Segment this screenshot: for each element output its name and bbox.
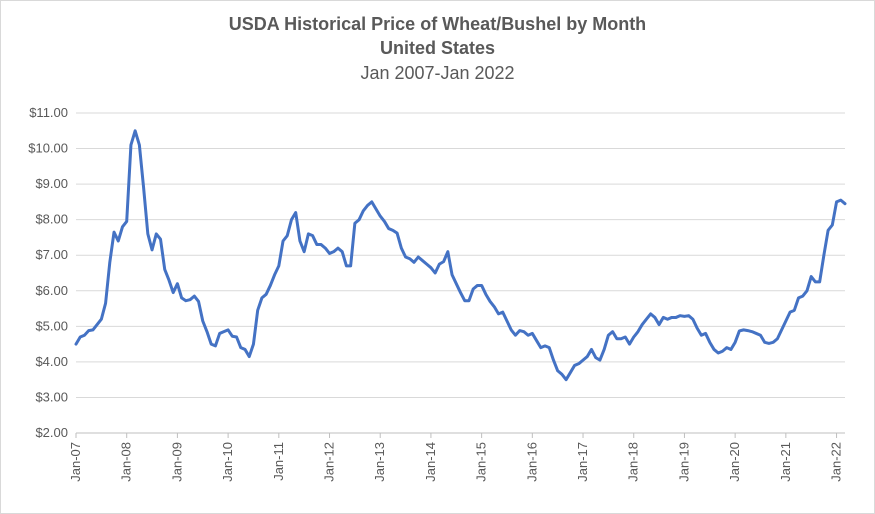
x-tick-label: Jan-15 (474, 442, 489, 482)
y-tick-label: $11.00 (29, 105, 68, 120)
x-tick-label: Jan-19 (676, 442, 691, 482)
x-tick-label: Jan-10 (220, 442, 235, 482)
x-tick-label: Jan-21 (778, 442, 793, 482)
y-tick-label: $9.00 (35, 176, 68, 191)
chart-date-range: Jan 2007-Jan 2022 (360, 63, 515, 83)
y-tick-label: $2.00 (35, 425, 68, 440)
x-tick-label: Jan-18 (626, 442, 641, 482)
x-tick-label: Jan-22 (829, 442, 844, 482)
x-tick-label: Jan-11 (271, 442, 286, 481)
title-block: USDA Historical Price of Wheat/Bushel by… (0, 12, 875, 86)
x-tick-label: Jan-20 (727, 442, 742, 482)
y-tick-label: $7.00 (35, 247, 68, 262)
y-tick-label: $6.00 (35, 283, 68, 298)
x-tick-label: Jan-08 (119, 442, 134, 482)
y-tick-label: $8.00 (35, 212, 68, 227)
x-tick-label: Jan-07 (68, 442, 83, 482)
chart-subtitle: United States (379, 38, 496, 58)
x-tick-label: Jan-17 (575, 442, 590, 482)
y-tick-label: $3.00 (35, 389, 68, 404)
x-tick-label: Jan-16 (524, 442, 539, 482)
y-tick-label: $10.00 (28, 141, 68, 156)
x-tick-label: Jan-13 (372, 442, 387, 482)
x-tick-label: Jan-09 (169, 442, 184, 482)
chart-title: USDA Historical Price of Wheat/Bushel by… (228, 14, 647, 34)
y-tick-label: $4.00 (35, 354, 68, 369)
x-tick-label: Jan-12 (322, 442, 337, 482)
y-tick-label: $5.00 (35, 318, 68, 333)
wheat-price-series-line (74, 129, 847, 382)
x-tick-label: Jan-14 (423, 442, 438, 482)
